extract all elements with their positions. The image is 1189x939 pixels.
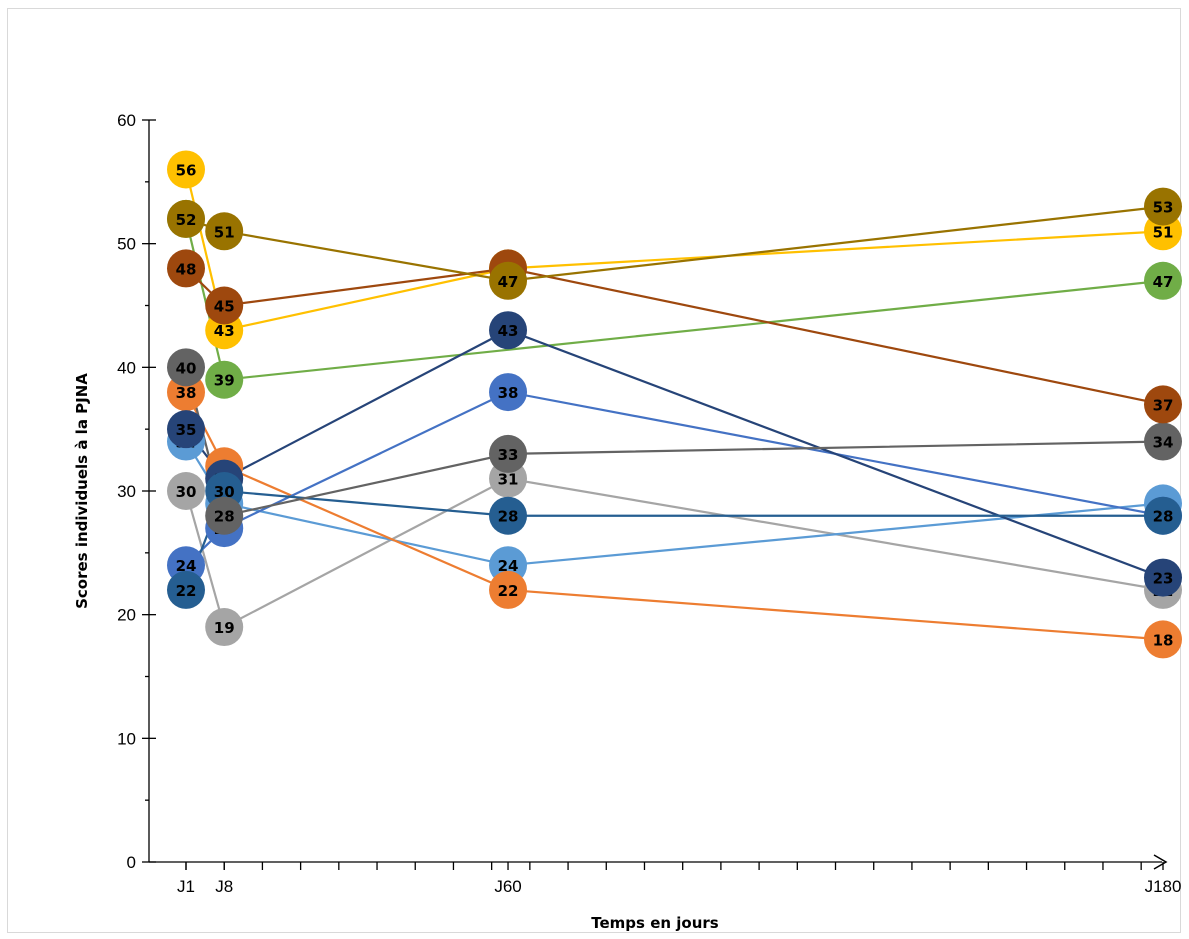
y-tick-label: 20 xyxy=(117,606,136,625)
series-9-data-label: 40 xyxy=(176,359,197,377)
y-tick-label: 50 xyxy=(117,235,136,254)
series-7-marker xyxy=(167,410,205,449)
series-8-marker xyxy=(167,570,205,609)
series-8-data-label: 22 xyxy=(176,582,197,600)
series-line-8 xyxy=(184,489,1163,591)
series-11-marker xyxy=(489,261,528,300)
x-axis-arrow xyxy=(1153,854,1168,870)
series-11-marker xyxy=(167,199,205,238)
series-7-marker xyxy=(1144,558,1182,597)
series-11-data-label: 53 xyxy=(1153,199,1174,217)
series-9-marker xyxy=(167,348,205,387)
series-11-marker xyxy=(1144,187,1182,226)
series-5-data-label: 38 xyxy=(176,384,197,402)
series-line-6 xyxy=(185,390,1164,566)
series-5-marker xyxy=(489,570,528,609)
series-line-2 xyxy=(184,218,1164,381)
series-4-data-label: 24 xyxy=(498,557,519,575)
x-tick-label: J8 xyxy=(215,877,233,896)
series-7-data-label: 35 xyxy=(176,421,197,439)
series-10-marker xyxy=(167,249,205,288)
x-tick-label: J1 xyxy=(177,877,195,896)
series-line-4 xyxy=(185,440,1164,567)
series-3-marker xyxy=(205,608,244,647)
series-2-marker xyxy=(1144,261,1182,300)
series-5-data-label: 22 xyxy=(498,582,519,600)
x-tick-label: J60 xyxy=(494,877,521,896)
series-8-marker xyxy=(1144,496,1182,535)
series-line-5 xyxy=(185,391,1164,641)
x-axis-title: Temps en jours xyxy=(591,914,719,932)
series-line-1 xyxy=(184,169,1164,332)
series-3-data-label: 31 xyxy=(498,471,519,489)
series-11-data-label: 47 xyxy=(498,273,519,291)
series-9-data-label: 33 xyxy=(498,446,519,464)
x-axis: J1 J8 J60 J180 xyxy=(149,854,1182,896)
series-1-data-label: 51 xyxy=(1153,223,1174,241)
series-8-data-label: 28 xyxy=(1153,508,1174,526)
y-axis-title: Scores individuels à la PJNA xyxy=(73,373,91,609)
y-tick-label: 30 xyxy=(117,482,136,501)
series-3-data-label: 30 xyxy=(176,483,197,501)
series-3-marker xyxy=(167,472,205,510)
series-8-data-label: 28 xyxy=(498,508,519,526)
series-9-data-label: 34 xyxy=(1153,434,1174,452)
series-11-marker xyxy=(205,212,244,251)
series-7-marker xyxy=(489,311,528,350)
x-tick-label: J180 xyxy=(1145,877,1182,896)
y-tick-label: 0 xyxy=(127,853,136,872)
series-3-data-label: 19 xyxy=(214,619,235,637)
y-tick-label: 40 xyxy=(117,358,136,377)
series-2-marker xyxy=(205,360,244,399)
series-line-10 xyxy=(185,267,1164,406)
series-line-11 xyxy=(185,205,1164,282)
series-1-data-label: 43 xyxy=(214,322,235,340)
series-7-data-label: 43 xyxy=(498,322,519,340)
series-markers: 5643485152394730193122342924293832221824… xyxy=(167,150,1182,659)
series-10-marker xyxy=(205,286,244,325)
chart-frame xyxy=(7,8,1181,933)
series-10-data-label: 45 xyxy=(214,298,235,316)
series-10-data-label: 37 xyxy=(1153,396,1174,414)
series-11-data-label: 51 xyxy=(214,223,235,241)
series-6-data-label: 38 xyxy=(498,384,519,402)
series-6-data-label: 24 xyxy=(176,557,197,575)
series-1-data-label: 56 xyxy=(176,161,197,179)
series-2-data-label: 47 xyxy=(1153,273,1174,291)
series-9-marker xyxy=(205,496,244,535)
series-8-data-label: 30 xyxy=(214,483,235,501)
series-6-marker xyxy=(489,373,528,412)
series-9-data-label: 28 xyxy=(214,508,235,526)
series-11-data-label: 52 xyxy=(176,211,197,229)
series-5-marker xyxy=(1144,620,1182,659)
series-9-marker xyxy=(489,434,528,473)
series-line-7 xyxy=(185,329,1164,579)
series-10-marker xyxy=(1144,385,1182,424)
y-axis: 0 10 20 30 40 50 60 xyxy=(117,111,156,872)
series-7-data-label: 23 xyxy=(1153,570,1174,588)
series-8-marker xyxy=(489,496,528,535)
series-1-marker xyxy=(167,150,205,189)
series-2-data-label: 39 xyxy=(214,372,235,390)
series-10-data-label: 48 xyxy=(176,260,197,278)
series-9-marker xyxy=(1144,422,1182,461)
y-tick-label: 10 xyxy=(117,729,136,748)
series-5-data-label: 18 xyxy=(1153,631,1174,649)
series-line-9 xyxy=(184,367,1164,518)
y-tick-label: 60 xyxy=(117,111,136,130)
series-lines xyxy=(184,169,1164,641)
